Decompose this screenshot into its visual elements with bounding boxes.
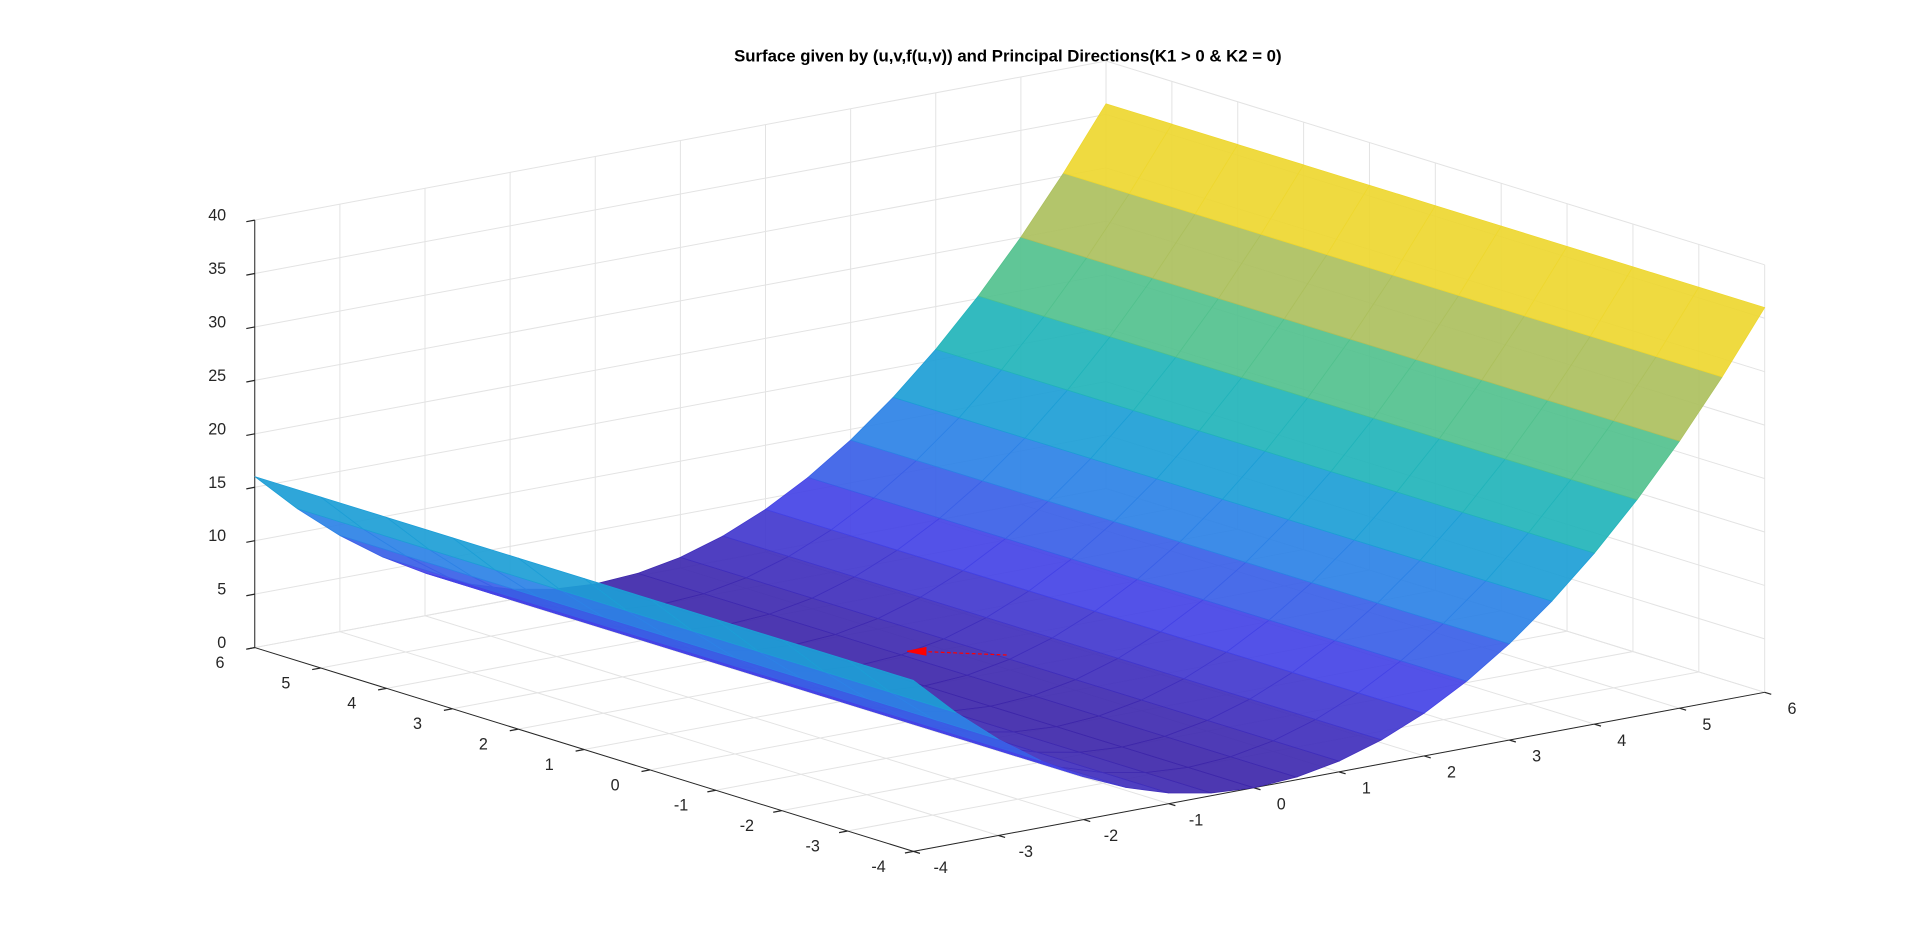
y-tick-label: 5 [281,674,290,692]
chart-title: Surface given by (u,v,f(u,v)) and Princi… [734,47,1282,66]
z-tick [246,219,255,223]
x-tick [1253,787,1261,791]
y-axis [254,647,914,852]
y-tick-label: 6 [215,654,224,672]
surface-patch [847,659,957,713]
x-tick-label: 2 [1447,764,1456,782]
x-tick-label: 5 [1702,716,1711,734]
x-tick [913,850,921,854]
y-tick-label: -2 [740,817,754,835]
x-tick-label: 3 [1532,748,1541,766]
surface [254,103,1766,794]
y-tick-label: 0 [611,776,620,794]
x-tick [998,834,1006,839]
z-tick [246,326,255,330]
z-tick-label: 40 [208,207,226,225]
y-tick [575,748,585,752]
x-tick-label: -1 [1189,811,1203,829]
x-tick-label: 0 [1277,795,1286,813]
z-tick-label: 20 [208,420,226,438]
y-tick-label: -3 [806,837,820,855]
y-tick [377,687,387,691]
y-tick-label: -1 [674,797,688,815]
y-tick-label: 1 [545,756,554,774]
surface-patch [254,476,364,530]
z-tick [246,433,255,437]
surface-patch [1655,286,1766,378]
principal-direction [907,646,1007,656]
arrow-head [907,646,927,656]
z-tick-label: 30 [208,313,226,331]
x-tick-label: 4 [1617,732,1626,750]
y-tick-label: 4 [347,695,356,713]
x-tick [1509,739,1517,743]
y-tick [509,728,519,732]
z-tick [246,646,255,650]
y-tick [773,810,782,813]
z-tick-label: 15 [208,474,226,492]
x-tick [1338,771,1346,775]
x-tick [1083,818,1091,823]
x-tick [1423,755,1431,759]
z-tick [246,379,255,383]
z-tick [246,540,255,543]
z-tick-label: 0 [217,634,226,652]
x-tick [1679,707,1687,711]
z-tick-label: 35 [208,260,226,278]
y-tick-label: 2 [479,736,488,754]
direction-line [917,650,1007,656]
z-tick-label: 5 [217,581,226,599]
y-tick-label: 3 [413,715,422,733]
axes [246,219,1772,854]
y-tick [312,667,321,671]
x-tick-label: -3 [1019,843,1033,861]
y-tick [641,769,651,773]
tick-labels: -4 -3 -2 -1 0 1 2 3 4 5 6 -4 -3 -2 -1 0 1 2 3 4 5 6 0 5 10 15 20 25… [208,207,1796,877]
z-tick [246,593,255,597]
x-tick-label: 6 [1788,700,1797,718]
x-tick [1764,691,1772,695]
x-tick [1168,803,1176,807]
grid-line [254,60,1765,266]
y-tick [838,830,848,834]
x-tick-label: 1 [1362,780,1371,798]
x-tick-label: -2 [1104,827,1118,845]
y-tick [904,850,914,854]
x-tick-label: -4 [934,859,948,877]
x-tick [1594,723,1602,727]
z-tick-label: 25 [208,367,226,385]
y-tick-label: -4 [871,858,885,876]
z-tick [246,486,255,490]
y-tick [443,708,453,711]
z-tick-label: 10 [208,527,226,545]
z-tick [246,272,255,276]
y-tick [707,789,716,793]
